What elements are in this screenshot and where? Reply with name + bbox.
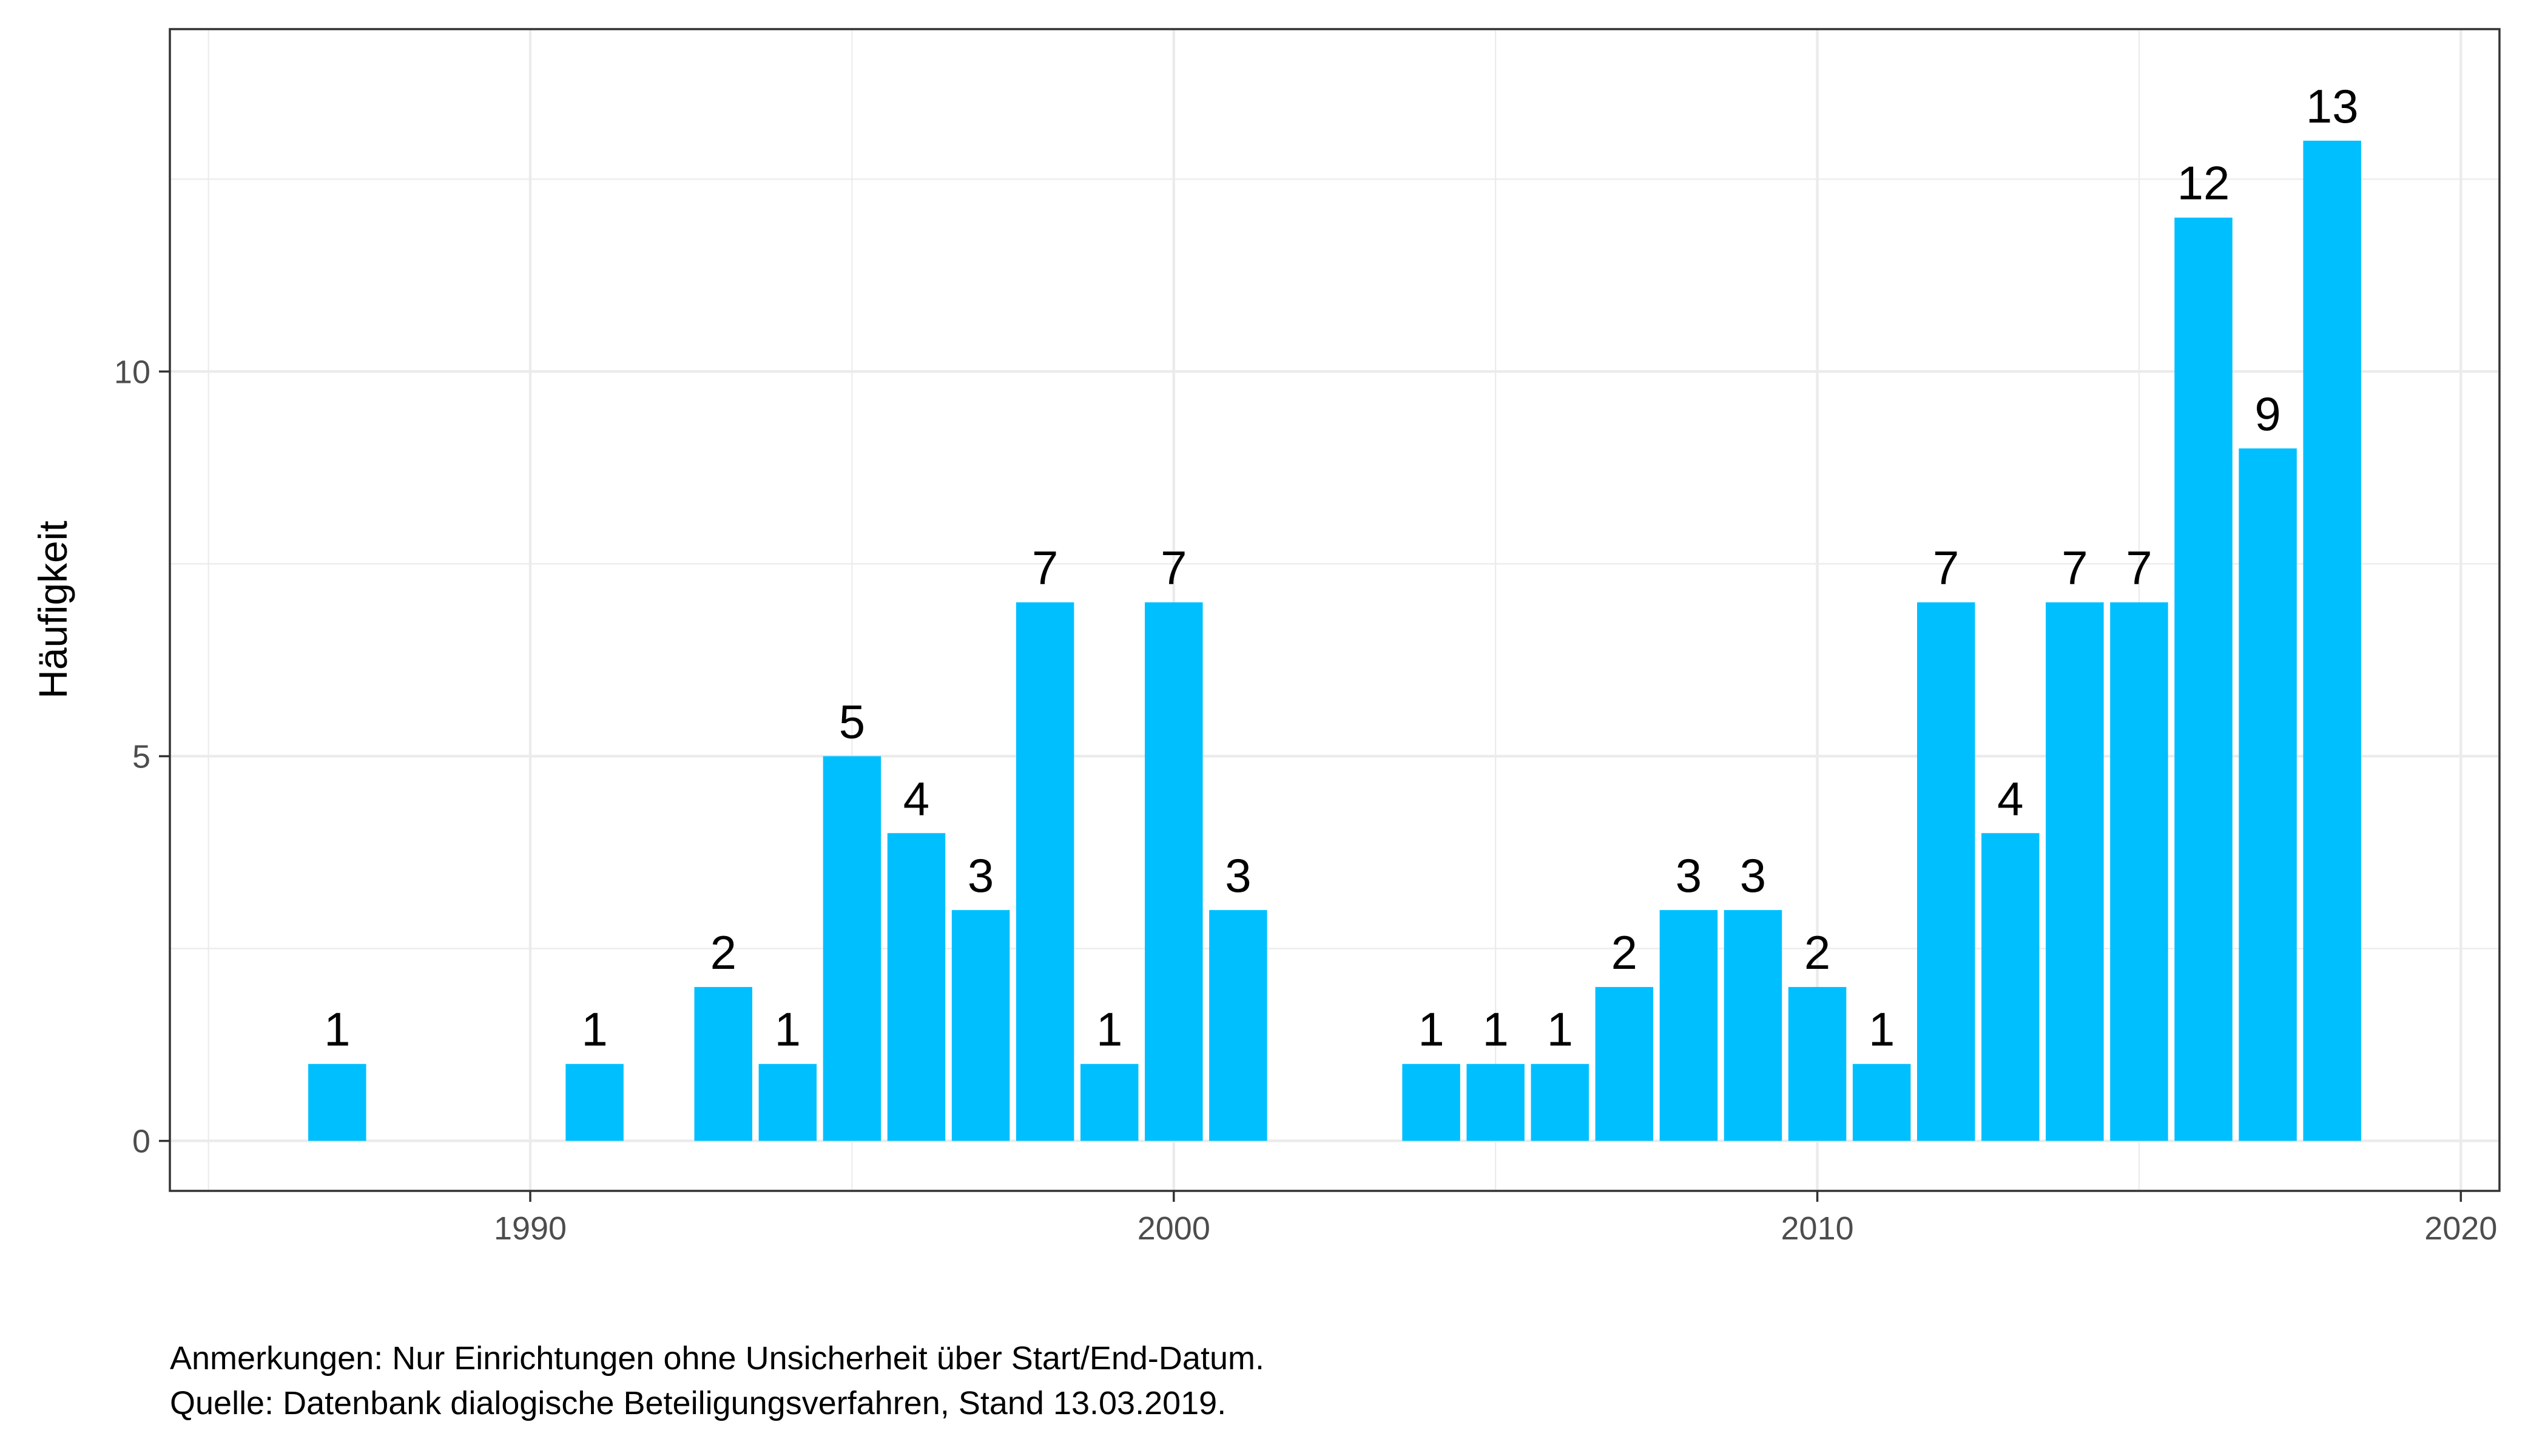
bar-2012 (1917, 602, 1975, 1141)
bar-1987 (308, 1063, 366, 1141)
bar-2018 (2303, 140, 2361, 1141)
bar-1991 (565, 1063, 624, 1141)
bar-2010 (1788, 986, 1847, 1141)
bar-label-2011: 1 (1869, 1003, 1895, 1056)
bar-2006 (1531, 1063, 1589, 1141)
bar-label-2000: 7 (1161, 541, 1187, 595)
bar-label-1993: 2 (710, 926, 736, 979)
footnote-source: Quelle: Datenbank dialogische Beteiligun… (170, 1385, 1227, 1421)
bar-label-2008: 3 (1676, 849, 1702, 902)
bar-label-2015: 7 (2126, 541, 2152, 595)
bar-2016 (2174, 217, 2233, 1141)
bar-label-2007: 2 (1611, 926, 1637, 979)
bar-2009 (1724, 910, 1782, 1141)
x-tick-label-2020: 2020 (2424, 1210, 2497, 1247)
panel-border (169, 28, 2501, 1192)
bar-2015 (2110, 602, 2168, 1141)
bar-label-2006: 1 (1547, 1003, 1573, 1056)
bar-2001 (1209, 910, 1267, 1141)
bar-1994 (758, 1063, 817, 1141)
bar-label-1991: 1 (581, 1003, 607, 1056)
minor-gridlines (170, 29, 2499, 1191)
bar-label-2018: 13 (2306, 79, 2359, 133)
y-axis-title: Häufigkeit (30, 521, 75, 699)
bar-1995 (823, 756, 881, 1141)
bar-2004 (1402, 1063, 1460, 1141)
x-tick-label-2000: 2000 (1138, 1210, 1210, 1247)
bar-label-1995: 5 (839, 695, 865, 748)
bar-label-1999: 1 (1096, 1003, 1122, 1056)
bar-label-2009: 3 (1740, 849, 1766, 902)
bar-label-2013: 4 (1997, 772, 2023, 825)
bar-1997 (951, 910, 1010, 1141)
bar-2013 (1981, 833, 2040, 1141)
bar-label-2010: 2 (1804, 926, 1830, 979)
bar-label-2005: 1 (1482, 1003, 1508, 1056)
bar-2007 (1595, 986, 1654, 1141)
footnote-note: Anmerkungen: Nur Einrichtungen ohne Unsi… (170, 1340, 1264, 1377)
bar-label-1996: 4 (903, 772, 929, 825)
bar-2005 (1466, 1063, 1525, 1141)
bar-1998 (1016, 602, 1074, 1141)
bar-2014 (2046, 602, 2104, 1141)
bar-1993 (694, 986, 752, 1141)
bar-label-2004: 1 (1418, 1003, 1444, 1056)
bar-2000 (1145, 602, 1203, 1141)
x-tick-label-1990: 1990 (494, 1210, 567, 1247)
bar-label-1997: 3 (968, 849, 994, 902)
bar-label-2014: 7 (2061, 541, 2088, 595)
y-tick-label-0: 0 (132, 1124, 150, 1160)
bar-2011 (1852, 1063, 1911, 1141)
y-axis: 0 5 10 (114, 354, 170, 1160)
bars (308, 140, 2361, 1141)
bar-label-2016: 12 (2177, 157, 2230, 210)
bar-1999 (1080, 1063, 1139, 1141)
bar-2008 (1659, 910, 1718, 1141)
x-axis: 1990 2000 2010 2020 (494, 1191, 2497, 1247)
bar-label-2017: 9 (2254, 387, 2280, 440)
bar-label-2001: 3 (1225, 849, 1251, 902)
bar-1996 (887, 833, 946, 1141)
bar-label-2012: 7 (1933, 541, 1959, 595)
bar-label-1987: 1 (324, 1003, 350, 1056)
x-tick-label-2010: 2010 (1781, 1210, 1854, 1247)
bar-2017 (2239, 448, 2297, 1141)
bar-label-1998: 7 (1032, 541, 1058, 595)
y-tick-label-10: 10 (114, 354, 150, 390)
bar-label-1994: 1 (775, 1003, 801, 1056)
y-tick-label-5: 5 (132, 738, 150, 775)
